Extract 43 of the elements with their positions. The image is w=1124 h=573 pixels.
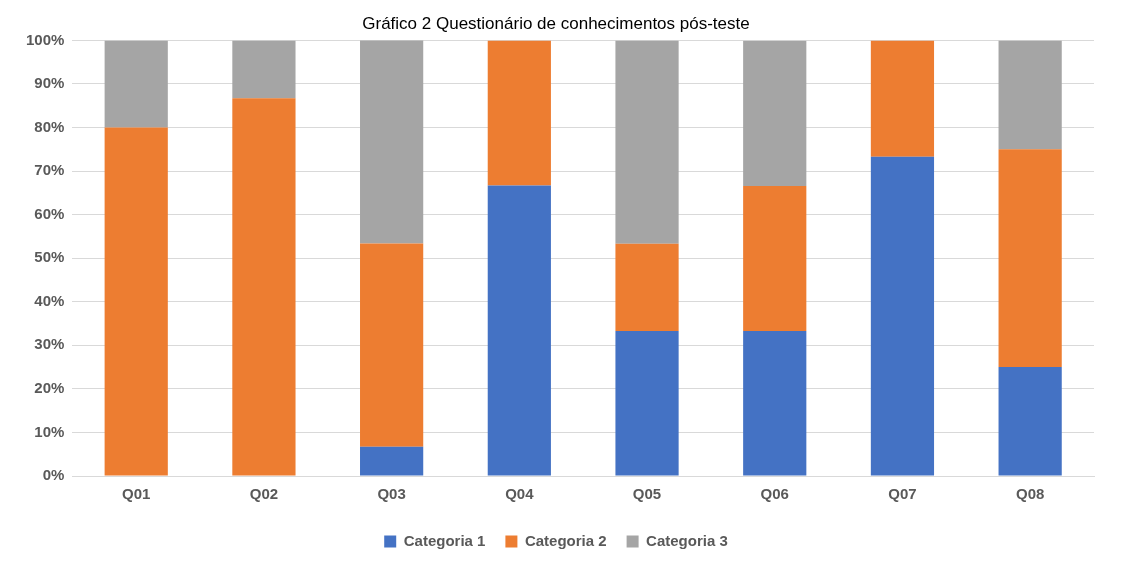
bar — [743, 40, 807, 186]
bar — [615, 330, 679, 476]
x-tick-label: Q02 — [249, 485, 279, 503]
y-tick-label: 60% — [34, 204, 65, 222]
bar — [104, 127, 168, 476]
y-tick-label: 30% — [34, 335, 65, 353]
bar — [232, 98, 296, 476]
chart-title: Gráfico 2 Questionário de conhecimentos pós-teste — [362, 13, 750, 33]
bar — [870, 156, 935, 476]
y-tick-label: 50% — [34, 248, 65, 266]
legend-label: Categoria 3 — [646, 531, 728, 549]
bar — [360, 40, 424, 244]
y-tick-label: 70% — [34, 161, 65, 179]
bar — [615, 40, 679, 244]
y-tick-label: 10% — [34, 422, 65, 440]
bar — [232, 40, 296, 99]
bar — [870, 40, 935, 157]
legend-label: Categoria 2 — [524, 531, 607, 549]
x-tick-label: Q06 — [760, 485, 789, 503]
x-tick-label: Q03 — [377, 485, 406, 503]
x-tick-label: Q05 — [632, 485, 662, 503]
bar — [104, 40, 168, 128]
x-tick-label: Q08 — [1015, 485, 1045, 503]
bar — [615, 243, 679, 331]
bar — [487, 40, 551, 186]
bar — [360, 243, 424, 447]
y-tick-label: 40% — [34, 291, 65, 309]
bar — [998, 367, 1062, 476]
bar — [998, 149, 1062, 368]
y-tick-label: 0% — [42, 466, 65, 484]
bar — [743, 185, 807, 331]
y-tick-label: 80% — [34, 117, 65, 135]
bar — [360, 446, 424, 476]
y-tick-label: 20% — [34, 379, 65, 397]
x-tick-label: Q07 — [888, 485, 917, 503]
bar — [487, 185, 551, 476]
x-tick-label: Q04 — [505, 485, 535, 503]
y-tick-label: 100% — [25, 30, 65, 48]
legend-label: Categoria 1 — [403, 531, 486, 549]
x-tick-label: Q01 — [122, 485, 151, 503]
y-tick-label: 90% — [34, 74, 65, 92]
bar — [998, 40, 1062, 150]
bar — [743, 330, 807, 476]
